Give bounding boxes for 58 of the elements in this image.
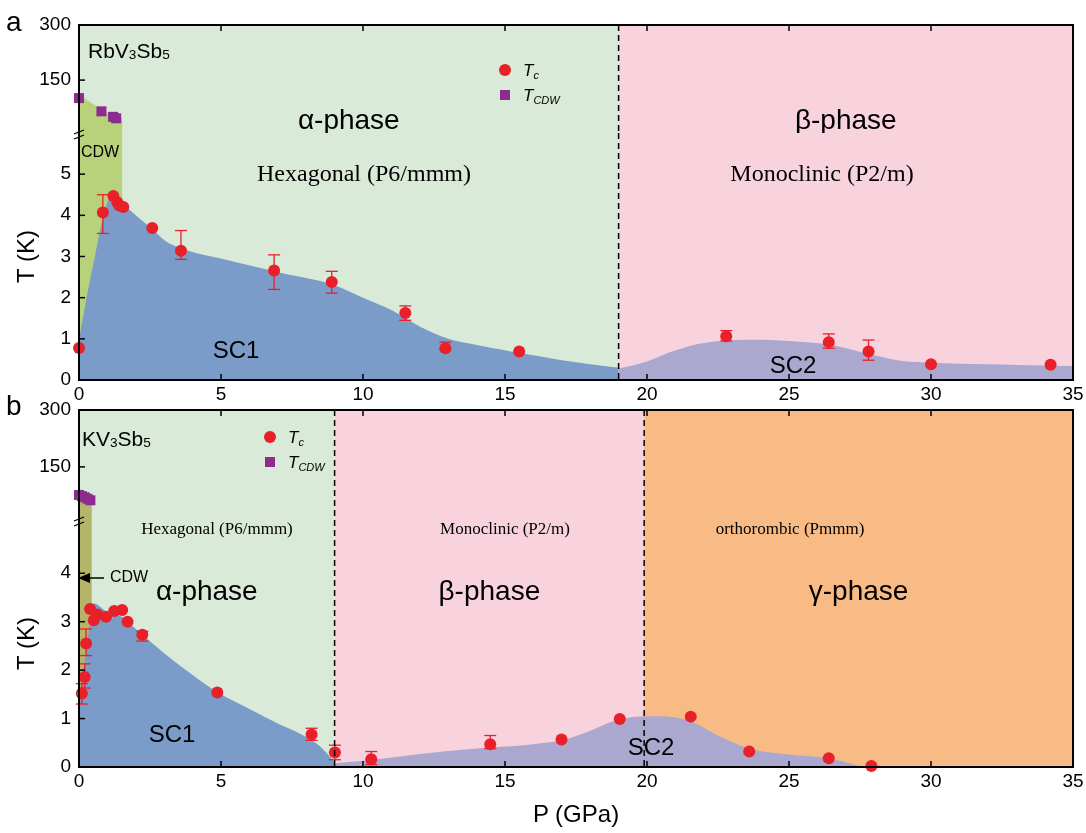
band-label: β-phase — [438, 575, 541, 607]
legend-label: T$_{CDW}$ — [523, 86, 562, 106]
x-tick-label: 10 — [352, 770, 374, 791]
band-label: γ-phase — [808, 575, 909, 607]
annotation: Hexagonal (P6/mmm) — [257, 159, 471, 186]
y-axis-title: T (K) — [12, 617, 39, 670]
x-tick-label: 30 — [920, 383, 942, 404]
annotation: orthorombic (Pmmm) — [715, 518, 865, 538]
x-tick-label: 25 — [778, 383, 800, 404]
x-tick-label: 5 — [215, 383, 227, 404]
y-tick-label: 2 — [60, 285, 71, 307]
y-tick-label: 4 — [60, 203, 72, 225]
annotation: CDW — [80, 143, 120, 161]
legend-label: T$_{CDW}$ — [288, 453, 327, 473]
x-tick-label: 0 — [73, 383, 85, 404]
x-tick-label: 20 — [636, 383, 658, 404]
x-axis-title: P (GPa) — [532, 800, 620, 827]
y-tick-label: 300 — [39, 398, 71, 420]
y-tick-label: 150 — [39, 454, 71, 476]
annotation: Monoclinic (P2/m) — [730, 159, 914, 186]
text: a — [6, 6, 22, 38]
band-label: α-phase — [297, 104, 400, 136]
y-tick-label: 300 — [39, 13, 71, 35]
y-tick-label: 150 — [39, 68, 71, 90]
x-tick-label: 20 — [636, 770, 658, 791]
y-tick-label: 3 — [60, 609, 71, 631]
x-tick-label: 0 — [73, 770, 85, 791]
x-tick-label: 10 — [352, 383, 374, 404]
annotation: Hexagonal (P6/mmm) — [141, 518, 293, 538]
annotation: SC1 — [212, 336, 260, 364]
y-tick-label: 1 — [60, 706, 71, 728]
legend-label: T$_{c}$ — [288, 428, 305, 448]
annotation: KV$_{3}$Sb$_{5}$ — [82, 426, 152, 451]
annotation: Monoclinic (P2/m) — [440, 518, 570, 538]
y-tick-label: 3 — [60, 244, 71, 266]
band-label: β-phase — [794, 104, 897, 136]
y-axis-title: T (K) — [12, 230, 39, 283]
x-tick-label: 15 — [494, 770, 516, 791]
x-tick-label: 35 — [1062, 770, 1084, 791]
y-tick-label: 5 — [60, 162, 71, 184]
x-tick-label: 30 — [920, 770, 942, 791]
annotation: SC2 — [627, 733, 675, 761]
y-tick-label: 4 — [60, 561, 72, 583]
y-tick-label: 0 — [60, 755, 71, 777]
y-tick-label: 1 — [60, 326, 71, 348]
y-tick-label: 2 — [60, 658, 71, 680]
x-tick-label: 15 — [494, 383, 516, 404]
x-tick-label: 25 — [778, 770, 800, 791]
annotation: CDW — [110, 568, 150, 586]
annotation: RbV$_{3}$Sb$_{5}$ — [88, 38, 171, 63]
x-tick-label: 35 — [1062, 383, 1084, 404]
y-tick-label: 0 — [60, 368, 71, 390]
x-tick-label: 5 — [215, 770, 227, 791]
legend-label: T$_{c}$ — [523, 61, 540, 81]
band-label: α-phase — [155, 575, 258, 607]
text: b — [6, 390, 22, 422]
annotation: SC2 — [769, 351, 817, 379]
annotation: SC1 — [148, 720, 196, 748]
